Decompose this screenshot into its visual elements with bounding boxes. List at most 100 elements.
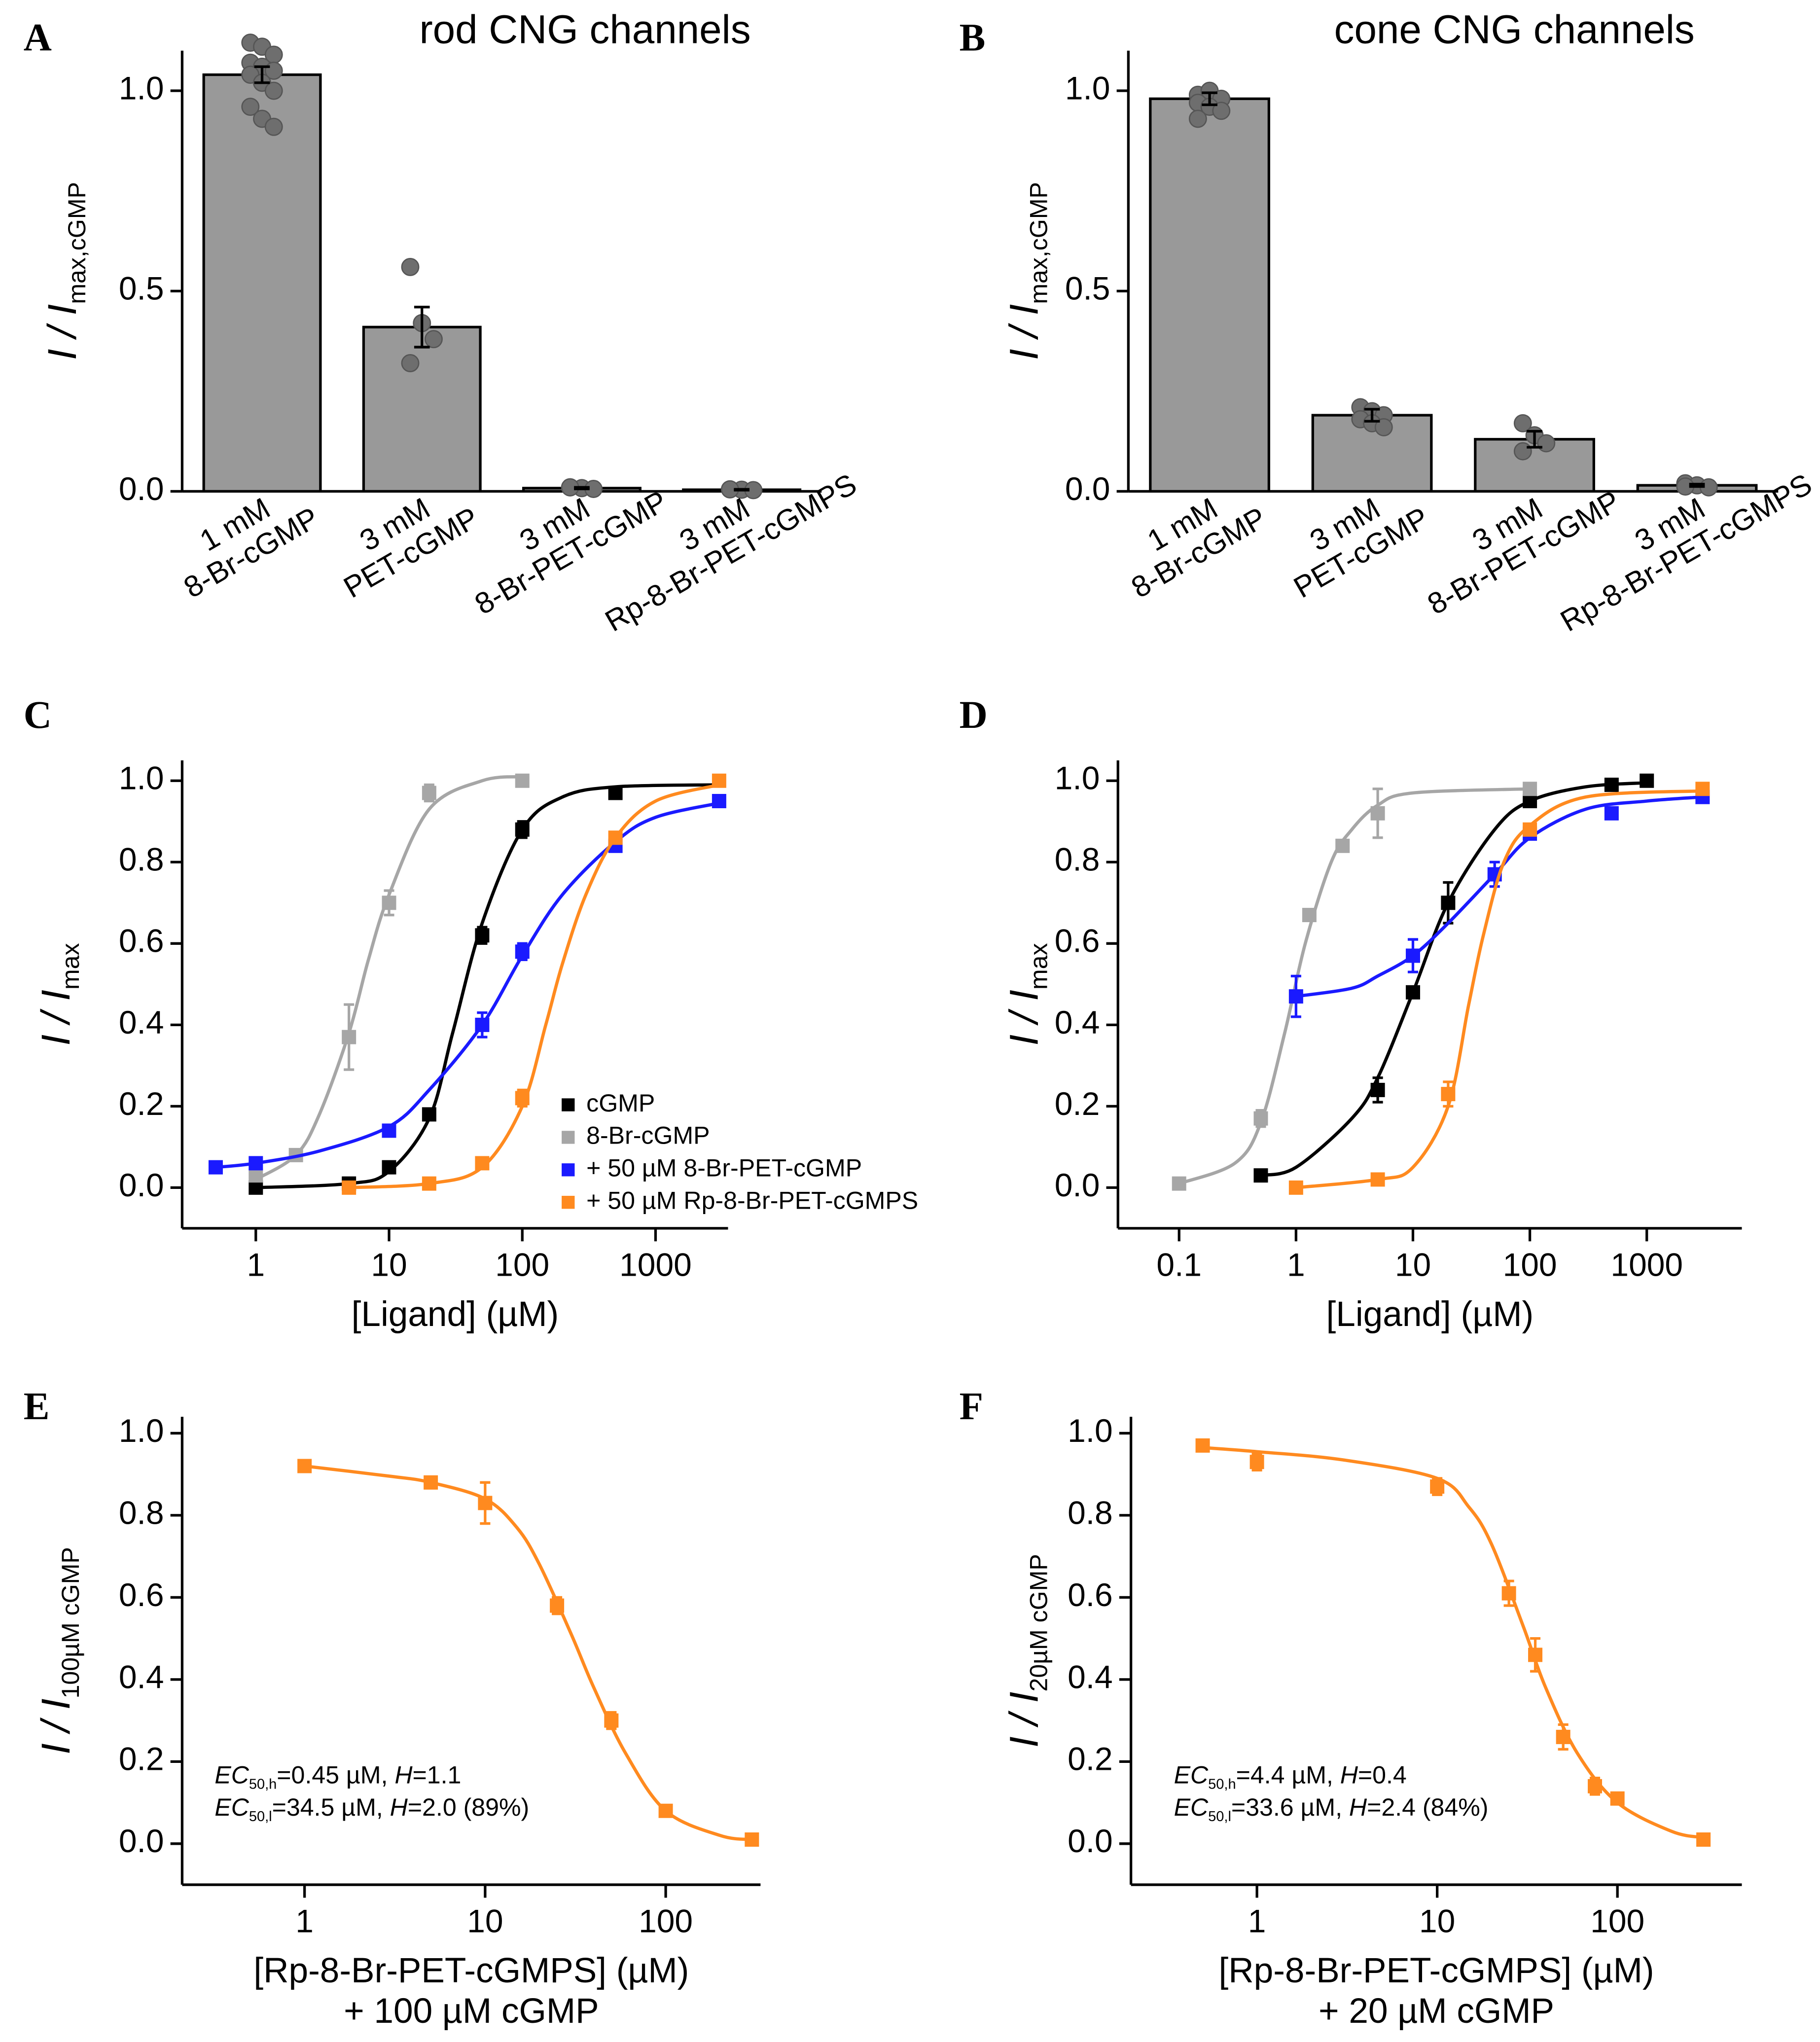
data-point: [1523, 822, 1537, 837]
x-axis-label: + 20 µM cGMP: [1319, 1992, 1554, 2031]
y-axis-label: I / I100µM cGMP: [34, 1547, 85, 1755]
data-point: [712, 794, 726, 809]
legend-marker: [562, 1196, 575, 1209]
data-point: [264, 117, 283, 136]
y-tick-label: 0.4: [119, 1658, 164, 1695]
y-tick-label: 1.0: [119, 70, 164, 106]
annotation-part: =0.45 µM,: [277, 1761, 394, 1789]
data-point: [1370, 806, 1385, 821]
y-tick-label: 0.4: [119, 1004, 164, 1040]
y-axis-label: I / Imax,cGMP: [40, 182, 91, 360]
data-point: [241, 98, 260, 116]
annotation-part: =4.4 µM,: [1236, 1761, 1340, 1789]
data-point: [1195, 1438, 1210, 1453]
legend-label: cGMP: [586, 1089, 655, 1117]
legend-label: 8-Br-cGMP: [586, 1122, 710, 1149]
data-point: [604, 1713, 619, 1728]
data-point: [608, 830, 623, 845]
annotation-part: =2.4 (84%): [1367, 1793, 1488, 1821]
y-tick-label: 0.8: [119, 841, 164, 878]
data-point: [382, 1123, 396, 1138]
data-point: [342, 1180, 357, 1195]
data-point: [1288, 989, 1303, 1004]
data-point: [208, 1160, 223, 1175]
annotation-part: EC: [214, 1793, 249, 1821]
x-axis-label: + 100 µM cGMP: [344, 1992, 599, 2031]
data-point: [515, 773, 530, 788]
data-point: [475, 1156, 490, 1171]
annotation-part: =2.0 (89%): [408, 1793, 529, 1821]
fit-curve: [255, 783, 719, 1189]
data-point: [1513, 442, 1532, 461]
x-tick-label: 10: [1419, 1903, 1455, 1939]
y-tick-label: 0.5: [119, 270, 164, 307]
y-tick-label: 0.5: [1065, 270, 1110, 307]
data-point: [422, 1107, 436, 1122]
annotation-part: H: [1340, 1761, 1358, 1789]
y-axis-label: I / Imax,cGMP: [1001, 182, 1053, 360]
data-point: [1501, 1586, 1516, 1601]
y-tick-label: 0.2: [119, 1741, 164, 1777]
data-point: [515, 1091, 530, 1106]
data-point: [1441, 1087, 1456, 1102]
data-point: [422, 786, 436, 800]
data-point: [1253, 1168, 1268, 1183]
x-tick-label: 10: [1395, 1246, 1431, 1283]
y-tick-label: 0.2: [1055, 1085, 1100, 1122]
data-point: [712, 773, 726, 788]
y-tick-label: 0.0: [1065, 470, 1110, 507]
fit-curve: [1295, 795, 1703, 998]
data-point: [1172, 1176, 1186, 1191]
data-point: [1537, 434, 1556, 453]
annotation-part: =33.6 µM,: [1231, 1793, 1349, 1821]
y-tick-label: 0.0: [1055, 1167, 1100, 1203]
annotation-part: 50,h: [249, 1776, 277, 1792]
data-point: [1335, 838, 1350, 853]
data-point: [1405, 948, 1420, 963]
annotation-part: H: [1349, 1793, 1367, 1821]
y-axis-label-main: I / I: [1001, 1691, 1046, 1748]
panel-letter: B: [960, 16, 986, 59]
data-point: [1374, 418, 1393, 436]
annotation: EC50,h=4.4 µM, H=0.4: [1174, 1761, 1407, 1792]
data-point: [1253, 1111, 1268, 1126]
x-tick-label: 10: [467, 1903, 503, 1939]
annotation: EC50,l=34.5 µM, H=2.0 (89%): [214, 1793, 529, 1824]
data-point: [249, 1156, 263, 1171]
data-point: [1523, 794, 1537, 809]
data-point: [1212, 102, 1231, 120]
bar: [1149, 97, 1270, 493]
annotation: EC50,l=33.6 µM, H=2.4 (84%): [1174, 1793, 1489, 1824]
annotation-part: H: [390, 1793, 408, 1821]
data-point: [264, 81, 283, 100]
fit-curve: [1260, 781, 1647, 1177]
y-tick-label: 1.0: [119, 760, 164, 796]
legend-marker: [562, 1163, 575, 1177]
y-tick-label: 0.0: [119, 1823, 164, 1859]
y-tick-label: 1.0: [119, 1412, 164, 1449]
data-point: [1430, 1479, 1445, 1494]
fit-curve: [255, 775, 523, 1181]
x-tick-label: 100: [1590, 1903, 1644, 1939]
data-point: [478, 1496, 493, 1510]
y-axis-label-sub: max,cGMP: [63, 182, 91, 304]
y-tick-label: 0.6: [119, 1576, 164, 1613]
annotation-part: H: [394, 1761, 413, 1789]
y-axis-label-main: I / I: [1001, 990, 1046, 1046]
y-tick-label: 1.0: [1068, 1412, 1113, 1449]
data-point: [424, 330, 443, 349]
data-point: [1370, 1172, 1385, 1187]
data-point: [382, 1160, 396, 1175]
annotation-part: EC: [214, 1761, 249, 1789]
data-point: [424, 1475, 438, 1490]
x-tick-label: 1000: [1610, 1246, 1683, 1283]
x-tick-label: 100: [495, 1246, 549, 1283]
data-point: [1695, 782, 1710, 796]
y-tick-label: 0.2: [119, 1085, 164, 1122]
annotation-part: 50,l: [1208, 1809, 1231, 1825]
panel-letter: E: [24, 1385, 50, 1428]
data-point: [550, 1598, 565, 1613]
data-point: [1523, 782, 1537, 796]
data-point: [745, 1832, 759, 1847]
y-axis-label-main: I / I: [1001, 304, 1046, 360]
